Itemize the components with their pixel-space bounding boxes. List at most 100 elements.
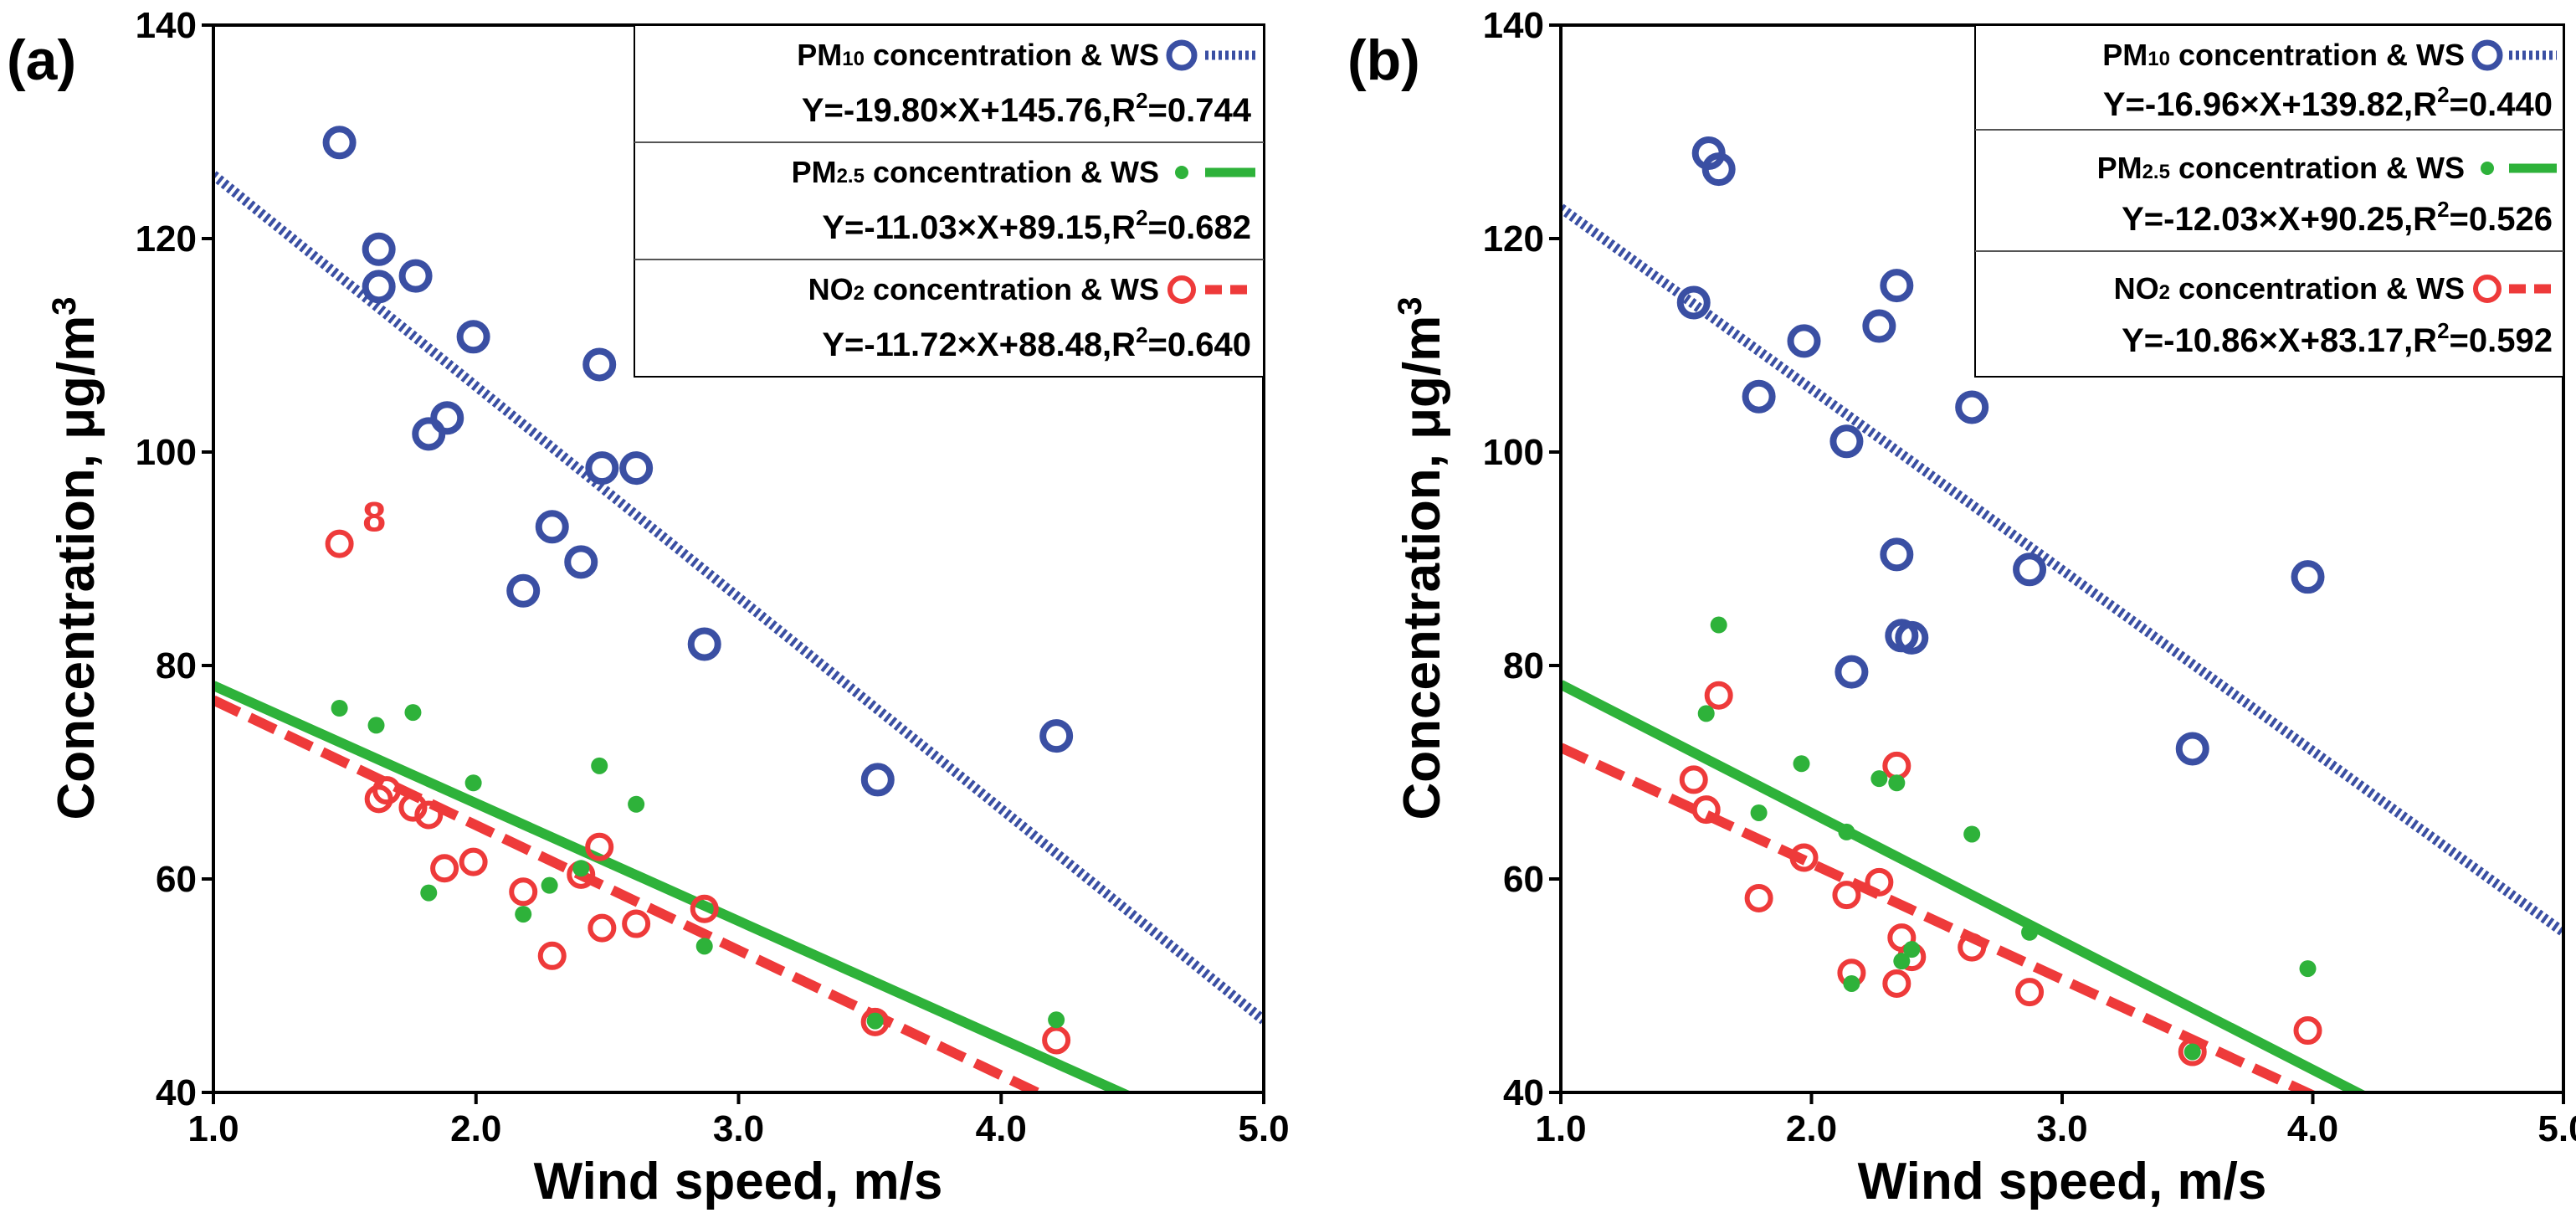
data-point-pm10: [860, 763, 895, 797]
data-point-pm25: [367, 717, 385, 734]
legend-prefix: NO: [2114, 271, 2159, 306]
data-point-no2: [398, 793, 428, 822]
y-axis-b: 40 60 80 100 120 140: [1483, 5, 1561, 1113]
legend-box-a: [634, 24, 1265, 378]
y-axis-a: 40 60 80 100 120 140: [136, 5, 213, 1113]
legend-prefix: PM: [2097, 151, 2142, 185]
legend-equation-no2: Y=-11.72×X+88.48,R2=0.640: [822, 322, 1251, 363]
r2-value: =0.744: [1148, 92, 1252, 129]
data-point-no2: [2015, 978, 2045, 1007]
data-point-pm25: [1963, 825, 1981, 843]
legend-a: PM10 concentration & WS Y=-19.80×X+145.7…: [634, 24, 1265, 378]
x-axis-a: 1.0 2.0 3.0 4.0 5.0: [187, 1092, 1290, 1149]
data-point-pm25: [1888, 774, 1906, 792]
panel-label-b: (b): [1347, 28, 1420, 92]
legend-subscript: 2: [854, 282, 865, 305]
data-point-pm25: [515, 906, 532, 923]
legend-subscript: 10: [2148, 48, 2170, 70]
legend-marker-pm25: [2481, 162, 2494, 175]
data-point-pm10: [1829, 424, 1864, 459]
y-axis-title-a: Concentration, μg/m3: [46, 296, 105, 820]
y-tick-label: 40: [156, 1072, 197, 1113]
data-point-pm10: [1039, 719, 1074, 753]
y-tick-label: 80: [156, 645, 197, 686]
data-point-pm25: [464, 774, 482, 792]
data-point-no2: [1882, 969, 1911, 998]
legend-b: PM10 concentration & WS Y=-16.96×X+139.8…: [1974, 24, 2564, 378]
legend-equation-pm25: Y=-12.03×X+90.25,R2=0.526: [2122, 197, 2553, 238]
data-point-no2: [1042, 1025, 1071, 1055]
data-point-no2: [588, 913, 617, 943]
data-point-no2: [509, 877, 538, 907]
y-tick-label: 60: [1503, 859, 1544, 900]
data-point-pm10: [1742, 379, 1776, 414]
r2-value: =0.592: [2450, 322, 2553, 359]
legend-entry-pm10: PM10 concentration & WS: [797, 38, 1159, 72]
legend-equation-no2: Y=-10.86×X+83.17,R2=0.592: [2122, 318, 2553, 359]
data-point-no2: [860, 1007, 890, 1036]
legend-marker-no2: [2473, 275, 2502, 303]
x-axis-title-b: Wind speed, m/s: [1858, 1153, 2267, 1210]
data-point-pm25: [1048, 1011, 1065, 1029]
data-point-pm10: [2291, 560, 2325, 594]
data-point-pm10: [1895, 620, 1929, 655]
data-point-pm25: [866, 1012, 884, 1030]
data-point-no2: [1704, 681, 1733, 710]
data-point-no2: [1789, 843, 1819, 872]
legend-label: concentration & WS: [873, 155, 1159, 189]
data-point-pm25: [1838, 823, 1855, 840]
data-point-pm10: [2013, 552, 2047, 587]
y-tick-label: 120: [1483, 218, 1544, 260]
legend-marker-pm10: [1166, 39, 1198, 71]
x-tick-label: 3.0: [713, 1108, 764, 1149]
data-point-no2: [622, 909, 651, 938]
data-point-pm10: [564, 545, 598, 579]
data-point-pm25: [404, 704, 422, 722]
legend-label: concentration & WS: [2178, 271, 2465, 306]
data-point-no2: [1744, 883, 1773, 912]
equation-text: Y=-11.72×X+88.48,R: [822, 326, 1136, 363]
legend-box-b: [1974, 24, 2564, 378]
equation-text: Y=-11.03×X+89.15,R: [822, 209, 1136, 246]
data-point-pm25: [1750, 804, 1768, 821]
data-point-pm10: [687, 627, 721, 661]
data-point-no2: [537, 941, 567, 970]
x-tick-label: 5.0: [1238, 1108, 1289, 1149]
legend-subscript: 2: [2159, 281, 2170, 304]
data-point-no2: [690, 894, 719, 923]
data-point-no2: [414, 800, 444, 830]
data-point-pm25: [1870, 770, 1888, 788]
data-point-pm25: [1893, 953, 1911, 970]
data-point-pm25: [1843, 974, 1860, 992]
chart-panel-b: (b) 1.0 2.0 3.0 4.0 5.0 40 60 80 100 120 140 Wind…: [1347, 5, 2576, 1210]
data-point-pm10: [1862, 309, 1896, 343]
legend-marker-pm10: [2471, 39, 2503, 71]
equation-text: Y=-12.03×X+90.25,R: [2122, 201, 2437, 238]
legend-label: concentration & WS: [873, 38, 1159, 72]
data-point-pm10: [1701, 152, 1736, 187]
data-point-pm25: [572, 860, 590, 877]
y-tick-label: 60: [156, 859, 197, 900]
y-tick-label: 100: [1483, 432, 1544, 473]
data-point-pm25: [1710, 616, 1727, 634]
data-point-pm25: [1697, 705, 1715, 722]
x-tick-label: 4.0: [976, 1108, 1027, 1149]
y-tick-label: 140: [136, 5, 197, 46]
data-point-pm25: [591, 757, 608, 774]
annotation-label: 8: [362, 494, 386, 541]
data-point-pm10: [456, 320, 490, 354]
data-point-pm10: [585, 451, 619, 486]
data-point-no2: [1865, 867, 1894, 897]
data-point-pm10: [362, 232, 396, 266]
legend-equation-pm25: Y=-11.03×X+89.15,R2=0.682: [822, 205, 1251, 246]
y-axis-title-b: Concentration, μg/m3: [1392, 296, 1451, 820]
data-point-pm10: [430, 401, 464, 435]
x-tick-label: 4.0: [2287, 1108, 2338, 1149]
data-point-pm25: [420, 884, 438, 902]
x-tick-label: 3.0: [2036, 1108, 2087, 1149]
legend-entry-pm25: PM2.5 concentration & WS: [2097, 151, 2465, 185]
data-point-pm25: [331, 700, 348, 717]
data-point-pm10: [619, 451, 654, 486]
legend-marker-no2: [1167, 275, 1196, 304]
